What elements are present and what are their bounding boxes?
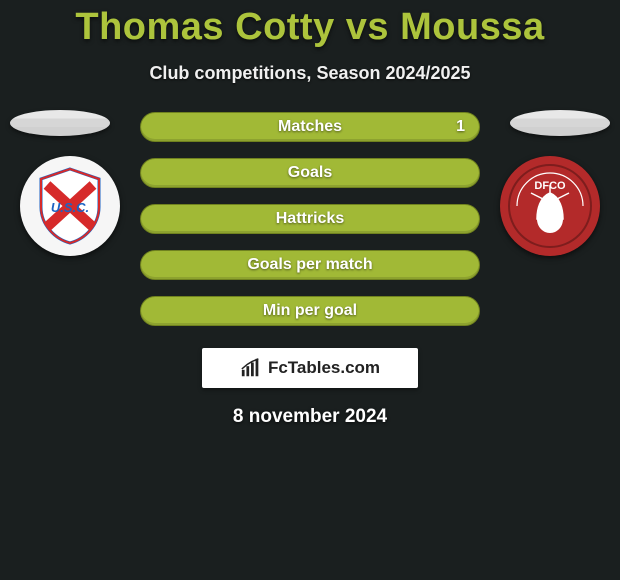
- stat-row-goals: Goals: [140, 158, 480, 188]
- stat-label: Min per goal: [263, 302, 357, 320]
- stat-label: Matches: [278, 118, 342, 136]
- bar-chart-icon: [240, 357, 262, 379]
- svg-text:U.S.C.: U.S.C.: [51, 200, 89, 215]
- flag-left: [10, 110, 110, 136]
- stat-right-value: 1: [456, 113, 465, 141]
- stat-label: Goals per match: [247, 256, 372, 274]
- club-badge-left: U.S.C.: [20, 156, 120, 256]
- club-badge-right: DFCO: [500, 156, 600, 256]
- date-label: 8 november 2024: [0, 406, 620, 428]
- dfco-crest-icon: DFCO: [507, 163, 593, 249]
- player1-name: Thomas Cotty: [75, 6, 334, 48]
- page-title: Thomas Cotty vs Moussa: [0, 0, 620, 49]
- comparison-arena: U.S.C. DFCO Matches 1 Goals Hattricks: [0, 112, 620, 428]
- stat-list: Matches 1 Goals Hattricks Goals per matc…: [140, 112, 480, 326]
- stat-label: Goals: [288, 164, 332, 182]
- player2-name: Moussa: [400, 6, 544, 48]
- stat-label: Hattricks: [276, 210, 344, 228]
- stat-row-matches: Matches 1: [140, 112, 480, 142]
- flag-right: [510, 110, 610, 136]
- usc-shield-icon: U.S.C.: [29, 165, 111, 247]
- stat-row-hattricks: Hattricks: [140, 204, 480, 234]
- stat-row-goals-per-match: Goals per match: [140, 250, 480, 280]
- subtitle: Club competitions, Season 2024/2025: [0, 63, 620, 84]
- vs-separator: vs: [346, 6, 389, 48]
- brand-box: FcTables.com: [202, 348, 418, 388]
- brand-name: FcTables.com: [268, 358, 380, 378]
- stat-row-min-per-goal: Min per goal: [140, 296, 480, 326]
